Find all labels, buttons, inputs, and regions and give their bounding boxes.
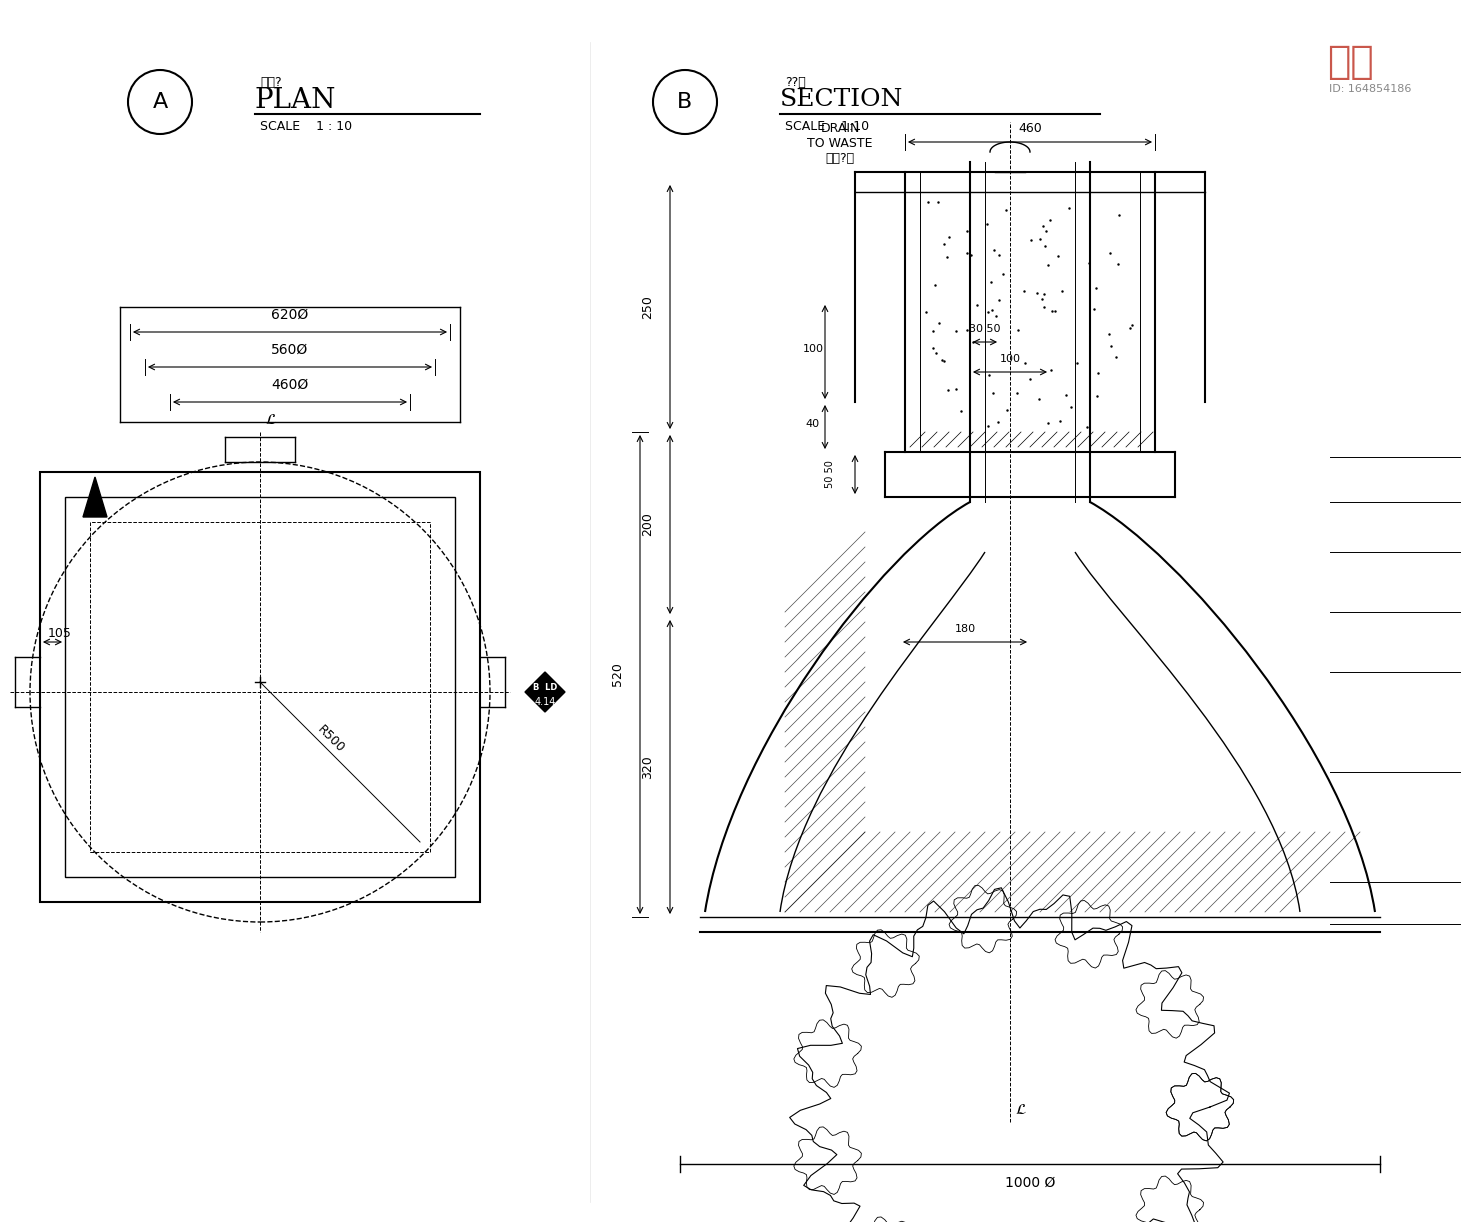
- Text: 4.14: 4.14: [534, 697, 556, 708]
- Text: PLAN: PLAN: [254, 87, 337, 114]
- Bar: [40, 472, 480, 902]
- Text: 平面?: 平面?: [260, 76, 281, 88]
- Polygon shape: [525, 672, 565, 712]
- Text: A: A: [153, 92, 168, 112]
- Text: $\mathcal{L}$: $\mathcal{L}$: [1015, 1102, 1027, 1117]
- Text: 50 50: 50 50: [825, 461, 836, 489]
- Text: 250: 250: [641, 295, 655, 319]
- Text: 320: 320: [641, 755, 655, 778]
- Text: SCALE    1:10: SCALE 1:10: [786, 121, 869, 133]
- Text: 30 50: 30 50: [969, 324, 1000, 334]
- Text: 180: 180: [955, 624, 975, 634]
- Text: 100: 100: [803, 345, 824, 354]
- Text: 460Ø: 460Ø: [271, 378, 309, 392]
- Text: 40: 40: [805, 419, 819, 429]
- Text: 460: 460: [1018, 122, 1041, 134]
- Bar: [65, 497, 455, 877]
- Polygon shape: [82, 477, 107, 517]
- Text: 560Ø: 560Ø: [271, 343, 309, 357]
- Text: 知末: 知末: [1327, 43, 1374, 81]
- Text: ??凡: ??凡: [786, 76, 806, 88]
- Text: ID: 164854186: ID: 164854186: [1328, 84, 1411, 94]
- Text: DRAIN
TO WASTE
废水?便: DRAIN TO WASTE 废水?便: [808, 122, 872, 165]
- Text: SCALE    1 : 10: SCALE 1 : 10: [260, 121, 352, 133]
- Text: 520: 520: [612, 662, 625, 687]
- Text: 620Ø: 620Ø: [271, 308, 309, 323]
- Text: 200: 200: [641, 512, 655, 536]
- Text: B: B: [677, 92, 693, 112]
- Text: R500: R500: [315, 722, 347, 755]
- Text: 100: 100: [999, 354, 1021, 364]
- Text: $\mathcal{L}$: $\mathcal{L}$: [265, 412, 277, 426]
- Text: B  LD: B LD: [533, 683, 558, 692]
- Text: 1000 Ø: 1000 Ø: [1005, 1176, 1055, 1190]
- Text: SECTION: SECTION: [780, 88, 903, 111]
- Text: 105: 105: [49, 627, 72, 640]
- Bar: [90, 522, 430, 852]
